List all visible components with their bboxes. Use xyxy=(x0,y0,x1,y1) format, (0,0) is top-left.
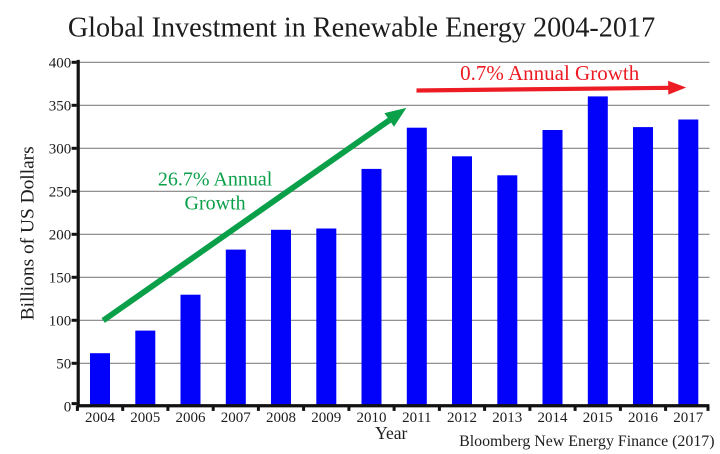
svg-text:2017: 2017 xyxy=(673,410,704,426)
svg-text:350: 350 xyxy=(49,98,72,114)
svg-text:2004: 2004 xyxy=(85,410,116,426)
svg-text:2014: 2014 xyxy=(538,410,569,426)
svg-text:200: 200 xyxy=(49,227,72,243)
svg-text:Billions of US Dollars: Billions of US Dollars xyxy=(18,146,39,320)
svg-text:2006: 2006 xyxy=(176,410,207,426)
svg-text:2009: 2009 xyxy=(311,410,341,426)
svg-text:2012: 2012 xyxy=(447,410,477,426)
svg-text:400: 400 xyxy=(49,55,72,71)
svg-text:2011: 2011 xyxy=(402,410,431,426)
svg-text:2008: 2008 xyxy=(266,410,296,426)
svg-text:2016: 2016 xyxy=(628,410,659,426)
svg-text:100: 100 xyxy=(49,313,72,329)
svg-text:250: 250 xyxy=(49,184,72,200)
svg-text:2005: 2005 xyxy=(130,410,160,426)
svg-text:50: 50 xyxy=(56,356,71,372)
svg-text:Bloomberg New Energy Finance (: Bloomberg New Energy Finance (2017) xyxy=(459,433,714,450)
svg-text:300: 300 xyxy=(49,141,72,157)
svg-text:26.7% Annual: 26.7% Annual xyxy=(158,168,273,190)
svg-text:0.7% Annual Growth: 0.7% Annual Growth xyxy=(460,61,640,85)
svg-text:Global Investment in Renewable: Global Investment in Renewable Energy 20… xyxy=(68,13,655,44)
svg-text:150: 150 xyxy=(49,270,72,286)
svg-text:2013: 2013 xyxy=(492,410,522,426)
svg-text:Year: Year xyxy=(375,423,407,443)
svg-text:2015: 2015 xyxy=(583,410,613,426)
svg-text:0: 0 xyxy=(64,399,72,415)
svg-text:2010: 2010 xyxy=(357,410,387,426)
svg-text:2007: 2007 xyxy=(221,410,252,426)
svg-text:Growth: Growth xyxy=(185,192,246,214)
